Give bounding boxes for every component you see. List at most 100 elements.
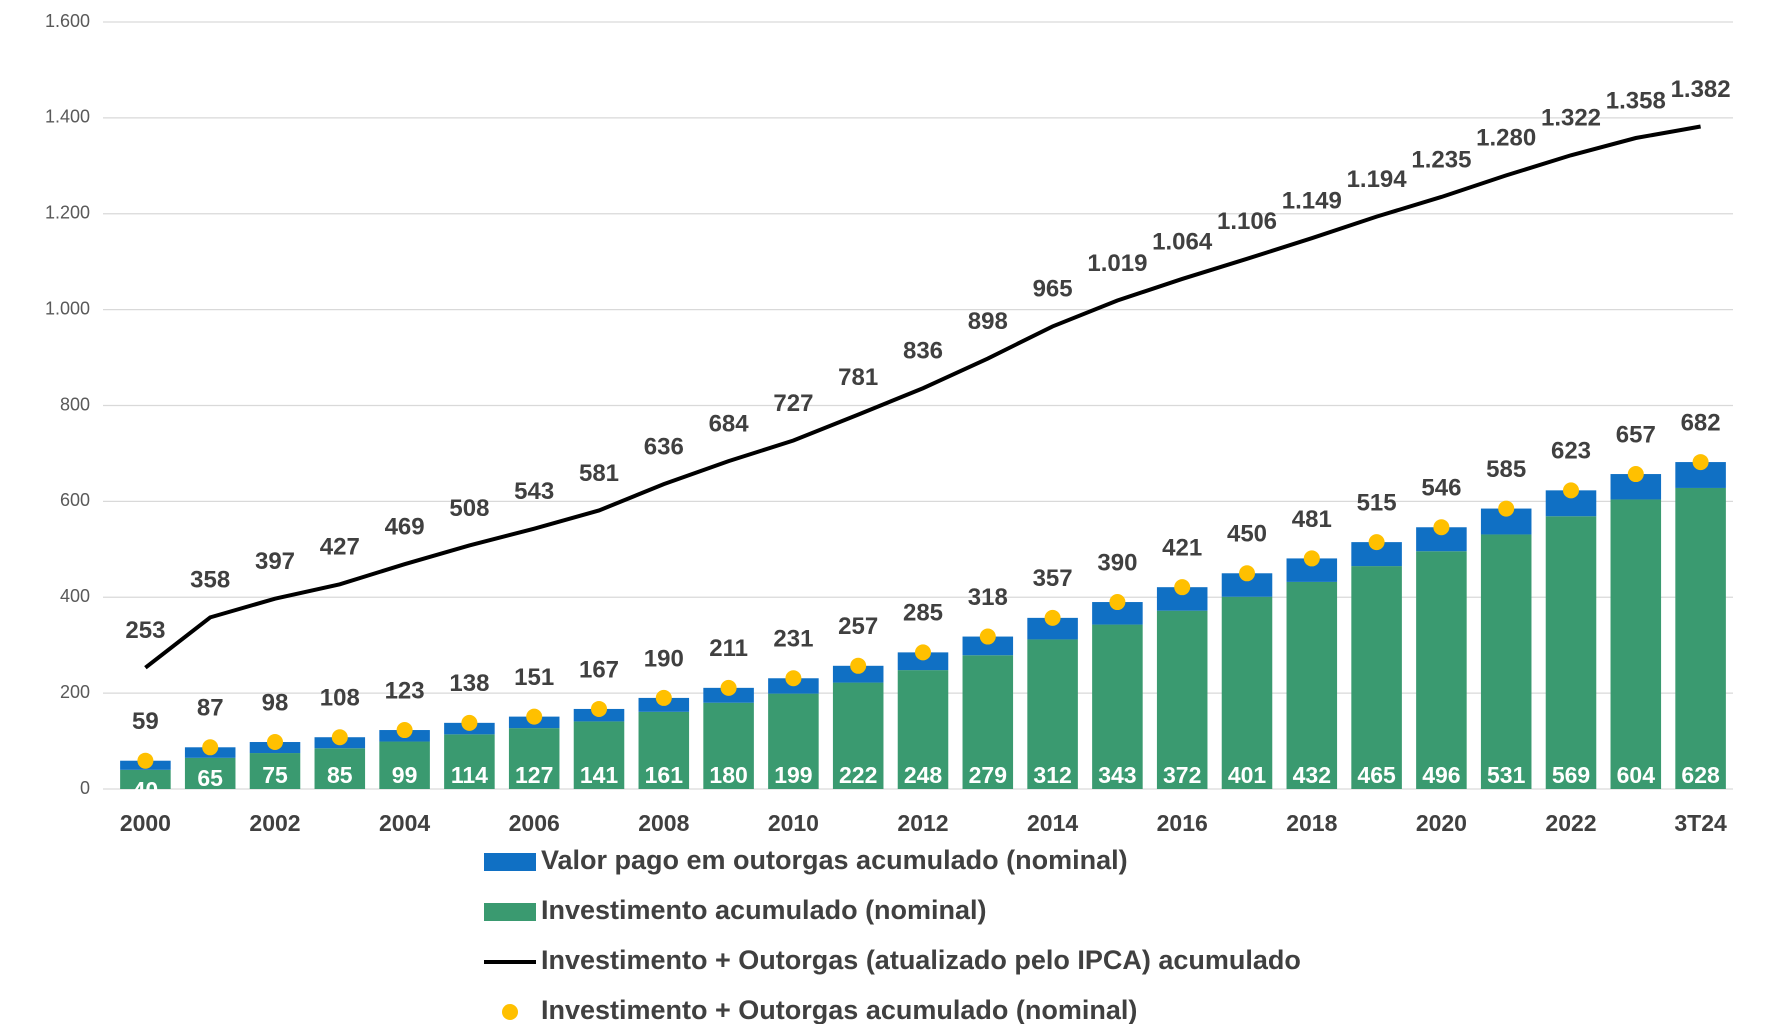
bar-label: 569	[1552, 762, 1590, 788]
line	[144, 124, 1701, 670]
bar-segment	[1156, 610, 1208, 789]
line-label: 358	[190, 567, 230, 594]
y-tick-label: 1.600	[45, 11, 90, 31]
legend-label: Valor pago em outorgas acumulado (nomina…	[541, 845, 1128, 875]
line-label: 543	[514, 478, 554, 505]
legend-label: Investimento acumulado (nominal)	[541, 895, 987, 925]
bar-label: 312	[1033, 762, 1071, 788]
total-label: 450	[1227, 521, 1267, 548]
total-label: 98	[262, 689, 289, 716]
y-tick-label: 400	[60, 586, 90, 606]
total-label: 108	[320, 685, 360, 712]
total-label: 190	[644, 645, 684, 672]
dot	[1109, 594, 1126, 611]
line-label: 1.382	[1671, 76, 1731, 103]
bar-segment	[1156, 587, 1208, 611]
x-tick-label: 2000	[120, 810, 171, 836]
dot	[1563, 482, 1579, 499]
bar-segment	[249, 753, 301, 789]
line-label: 636	[644, 433, 684, 460]
dot	[915, 644, 931, 661]
bar-segment	[1092, 602, 1143, 625]
dot	[1303, 550, 1320, 567]
bar-label: 65	[197, 765, 223, 791]
bar-label: 604	[1617, 762, 1656, 788]
line-label: 469	[385, 514, 425, 541]
line-label: 965	[1033, 276, 1073, 303]
line-label: 1.280	[1476, 125, 1536, 152]
dot	[1498, 500, 1515, 517]
bar-label: 180	[709, 762, 747, 788]
dot	[137, 752, 154, 769]
bar-segment	[1221, 596, 1273, 789]
line-label: 253	[125, 617, 165, 644]
total-label: 151	[514, 664, 554, 691]
bar-segment	[768, 693, 819, 789]
y-tick-label: 1.400	[45, 107, 90, 127]
dot	[267, 734, 283, 751]
total-label: 585	[1486, 456, 1526, 483]
bar-label: 531	[1487, 762, 1526, 788]
x-tick-label: 2004	[379, 810, 430, 836]
bar-segment	[962, 655, 1014, 789]
bar-segment	[184, 757, 236, 789]
bar-segment	[897, 670, 949, 789]
line-label: 1.106	[1217, 208, 1277, 235]
bar-segment	[1416, 527, 1467, 552]
total-label: 231	[773, 626, 813, 653]
line-label: 1.019	[1087, 250, 1147, 277]
total-label: 167	[579, 656, 619, 683]
bar-label: 99	[392, 762, 418, 788]
bar-segment	[1092, 624, 1143, 789]
bar-segment	[1610, 499, 1662, 789]
bar-segment	[832, 665, 884, 683]
line-label: 1.235	[1411, 146, 1471, 173]
bar-label: 40	[133, 777, 159, 803]
line-label: 1.322	[1541, 105, 1601, 132]
bar-label: 248	[904, 762, 943, 788]
total-label: 481	[1292, 506, 1332, 533]
bar-segment	[1286, 581, 1338, 789]
bar-label: 401	[1228, 762, 1267, 788]
bar-segment	[120, 769, 171, 789]
total-label: 211	[709, 635, 748, 662]
line-label: 727	[773, 390, 813, 417]
x-tick-label: 2012	[897, 810, 948, 836]
bar-label: 114	[451, 762, 488, 788]
legend-label: Investimento + Outorgas (atualizado pelo…	[541, 945, 1301, 975]
line-label: 397	[255, 548, 295, 575]
bar-label: 496	[1422, 762, 1460, 788]
dot	[1174, 579, 1191, 596]
bar-segment	[897, 652, 949, 671]
legend-swatch	[502, 1004, 518, 1020]
bar-segment	[703, 702, 754, 789]
dot	[1368, 534, 1385, 551]
legend-label: Investimento + Outorgas acumulado (nomin…	[541, 995, 1137, 1024]
bar-segment	[1286, 558, 1338, 582]
bar-segment	[1027, 639, 1078, 789]
total-label: 390	[1097, 549, 1137, 576]
total-label: 546	[1421, 475, 1461, 502]
y-tick-label: 1.200	[45, 203, 90, 223]
bar-label: 127	[515, 762, 553, 788]
line-label: 781	[838, 364, 878, 391]
bar-segment	[1221, 573, 1273, 597]
line-label: 581	[579, 460, 619, 487]
total-label: 357	[1033, 565, 1073, 592]
dot	[785, 670, 802, 687]
dot	[979, 628, 996, 645]
bar-segment	[573, 721, 625, 789]
x-tick-label: 2006	[509, 810, 560, 836]
bar-segment	[1351, 566, 1402, 789]
total-label: 623	[1551, 438, 1591, 465]
dot	[331, 729, 348, 746]
line-label: 427	[320, 534, 360, 561]
y-tick-label: 800	[60, 394, 90, 414]
legend-swatch	[484, 853, 536, 871]
y-tick-label: 200	[60, 682, 90, 702]
x-tick-label: 2022	[1545, 810, 1596, 836]
bar-label: 628	[1681, 762, 1720, 788]
x-tick-label: 2014	[1027, 810, 1078, 836]
bar-segment	[314, 748, 366, 789]
bar-segment	[1027, 617, 1078, 640]
